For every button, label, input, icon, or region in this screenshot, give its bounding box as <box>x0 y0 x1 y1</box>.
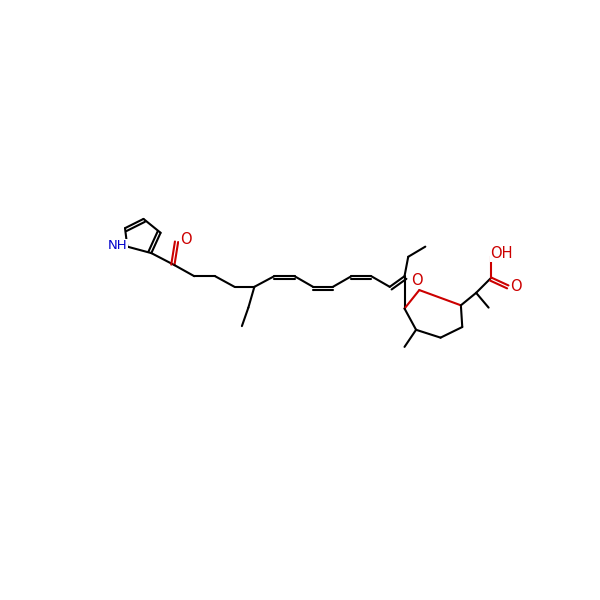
Text: NH: NH <box>107 239 127 252</box>
Text: O: O <box>511 280 522 295</box>
Text: O: O <box>180 232 192 247</box>
Text: O: O <box>411 274 423 289</box>
Text: OH: OH <box>490 246 513 261</box>
